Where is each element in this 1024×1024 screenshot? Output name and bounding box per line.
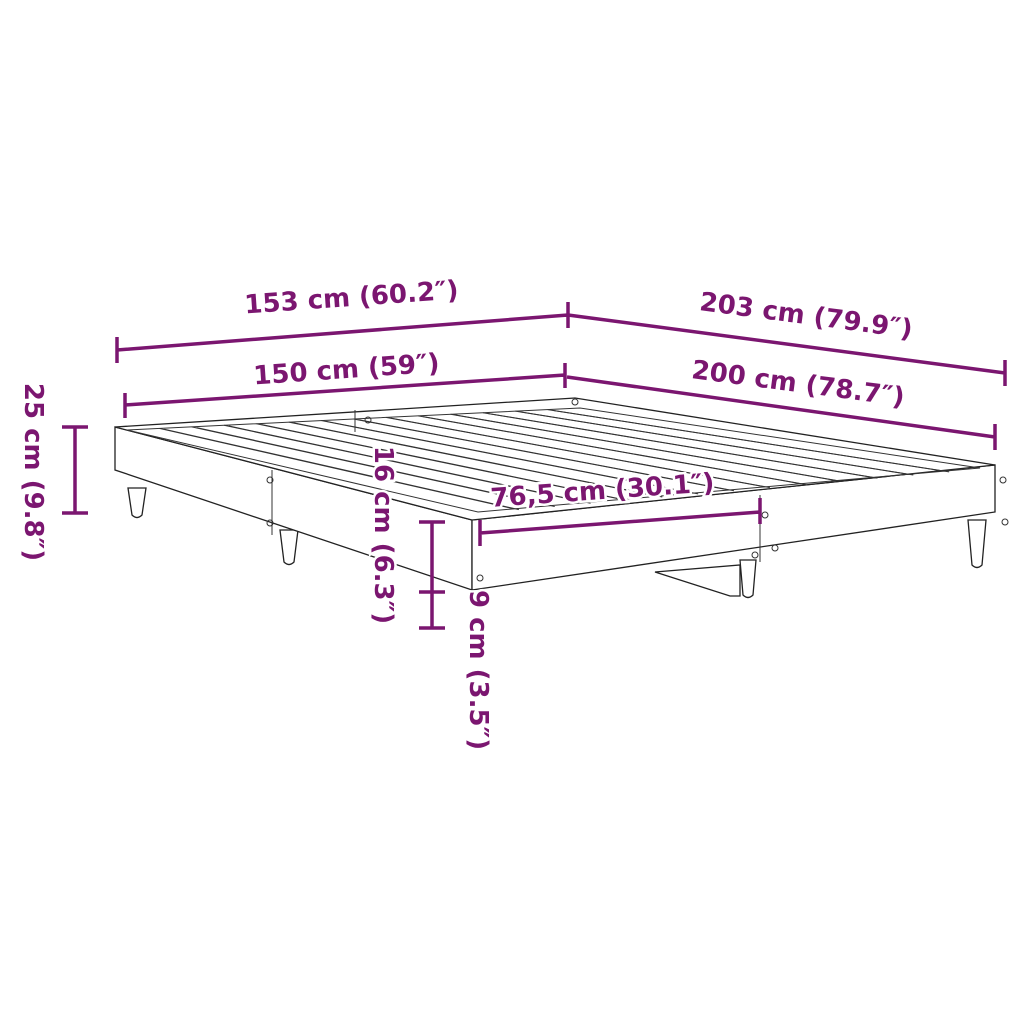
dimension-lines xyxy=(62,302,1007,630)
screw-hole xyxy=(771,544,779,552)
slat xyxy=(390,417,770,489)
slat-platform xyxy=(114,397,996,521)
screw-hole xyxy=(266,476,274,484)
outer-width-label: 153 cm (60.2″) xyxy=(243,276,459,321)
slat xyxy=(455,414,842,482)
inner-length-label: 200 cm (78.7″) xyxy=(690,355,907,413)
leg xyxy=(967,519,987,569)
slat xyxy=(261,423,627,501)
slat xyxy=(164,428,519,511)
slat xyxy=(487,412,878,479)
slat xyxy=(552,409,950,473)
screw-hole xyxy=(751,551,759,559)
clearance-label: 9 cm (3.5″) xyxy=(463,590,493,750)
slat xyxy=(358,419,735,492)
screw-hole xyxy=(999,476,1007,484)
screw-hole xyxy=(266,519,274,527)
inner-width-line xyxy=(123,363,567,418)
frame-height-clearance-line xyxy=(419,520,445,630)
slat xyxy=(196,427,555,507)
bed-frame-drawing xyxy=(114,397,1009,599)
leg xyxy=(279,529,299,566)
screw-hole xyxy=(1001,518,1009,526)
screw-hole xyxy=(571,398,579,406)
inner-frame-edge xyxy=(126,407,981,513)
slat xyxy=(228,425,591,504)
total-height-label: 25 cm (9.8″) xyxy=(18,383,48,561)
slats xyxy=(159,409,950,511)
inner-length-line xyxy=(566,375,997,450)
screw-hole xyxy=(761,511,769,519)
slat xyxy=(293,422,663,498)
screw-hole xyxy=(364,416,372,424)
leg xyxy=(127,487,147,519)
half-width-line xyxy=(478,498,762,546)
slat xyxy=(326,420,699,495)
slat xyxy=(423,416,806,485)
center-support xyxy=(654,564,741,597)
leg xyxy=(739,559,757,599)
screw-hole xyxy=(476,574,484,582)
outer-length-line xyxy=(567,313,1007,386)
slat xyxy=(520,411,914,476)
frame-height-label: 16 cm (6.3″) xyxy=(368,446,398,624)
total-height-line xyxy=(62,425,88,515)
